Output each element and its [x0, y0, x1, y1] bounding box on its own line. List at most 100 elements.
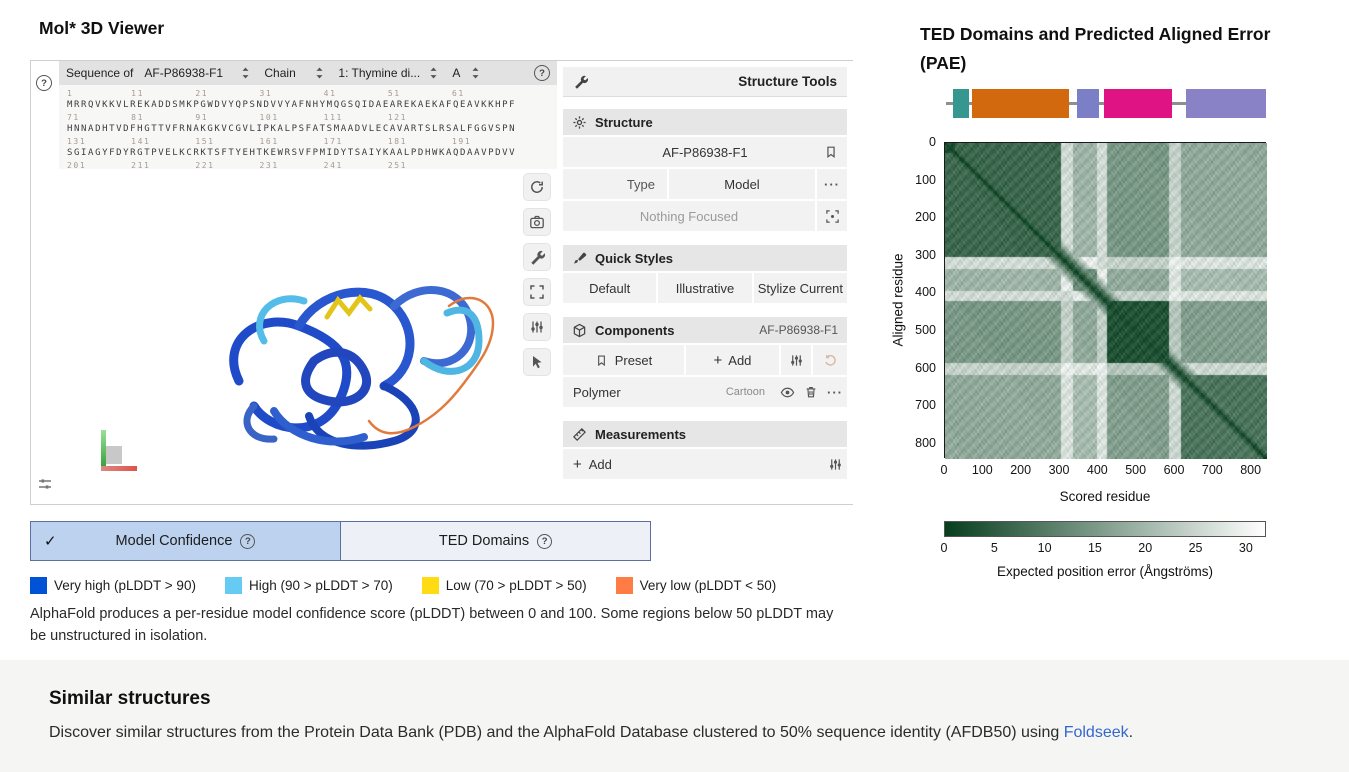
granularity-select[interactable]: Chain — [261, 63, 327, 83]
viewer-left-strip: ? — [31, 61, 59, 504]
pae-heatmap[interactable] — [944, 142, 1267, 459]
tab-model-confidence[interactable]: ✓ Model Confidence ? — [30, 521, 341, 561]
legend-item: High (90 > pLDDT > 70) — [224, 577, 393, 594]
entry-select[interactable]: AF-P86938-F1 — [141, 63, 253, 83]
structure-canvas[interactable] — [59, 169, 557, 504]
sequence-help-icon[interactable]: ? — [534, 65, 550, 81]
add-component-button[interactable]: + Add — [685, 345, 779, 375]
quick-styles-section-header[interactable]: Quick Styles — [563, 245, 847, 271]
colorbar-tick-label: 10 — [1037, 541, 1052, 555]
structure-section-header[interactable]: Structure — [563, 109, 847, 135]
viewer-help-icon[interactable]: ? — [36, 75, 52, 91]
representation-label: Cartoon — [725, 386, 765, 398]
colorbar-tick-label: 20 — [1138, 541, 1153, 555]
expand-icon[interactable] — [524, 279, 550, 305]
similar-structures-text: Discover similar structures from the Pro… — [49, 724, 1134, 741]
reset-camera-icon[interactable] — [524, 174, 550, 200]
quick-style-default-button[interactable]: Default — [563, 273, 657, 303]
sequence-residues[interactable]: SGIAGYFDYRGTPVELKCRKTSFTYEHTKEWRSVFPMIDY… — [67, 148, 517, 158]
viewport-controls — [524, 174, 550, 375]
settings-sliders-icon[interactable] — [524, 314, 550, 340]
preset-button[interactable]: Preset — [563, 345, 684, 375]
sequence-residues[interactable]: MRRQVKKVLREKADDSMKPGWDVYQPSNDVVYAFNHYMQG… — [67, 100, 517, 110]
focus-row: Nothing Focused — [563, 201, 847, 231]
entry-id[interactable]: AF-P86938-F1 — [563, 137, 847, 167]
domain-segment[interactable] — [1104, 89, 1172, 118]
measurements-section-header[interactable]: Measurements — [563, 421, 847, 447]
focus-target-icon[interactable] — [817, 201, 847, 231]
domain-segment[interactable] — [953, 89, 970, 118]
annotation-tabs: ✓ Model Confidence ? TED Domains ? — [30, 521, 651, 561]
protein-structure-render — [229, 286, 495, 450]
legend-swatch — [30, 577, 47, 594]
components-actions-row: Preset + Add — [563, 345, 847, 375]
ted-domains-help-icon[interactable]: ? — [537, 533, 553, 549]
legend-swatch — [615, 577, 633, 594]
sequence-residues[interactable]: HNNADHTVDFHGTTVFRNAKGKVCGVLIPKALPSFATSMA… — [67, 124, 517, 134]
x-tick-label: 200 — [1010, 463, 1032, 477]
foldseek-link[interactable]: Foldseek — [1063, 724, 1129, 741]
pae-y-axis-ticks: 0 100 200 300 400 500 600 700 800 — [896, 135, 936, 458]
selection-cursor-icon[interactable] — [524, 349, 550, 375]
y-tick-label: 300 — [915, 247, 936, 262]
polymer-cell[interactable]: Polymer Cartoon ··· — [563, 377, 847, 407]
pae-y-axis-label: Aligned residue — [890, 253, 906, 347]
sequence-numbers: 131 141 151 161 171 181 191 — [67, 137, 472, 146]
type-value-select[interactable]: Model — [669, 169, 815, 199]
history-undo-icon[interactable] — [813, 345, 847, 375]
sequence-panel[interactable]: 1 11 21 31 41 51 61 MRRQVKKVLREKADDSMKPGW… — [59, 85, 557, 169]
domain-segment[interactable] — [1076, 89, 1099, 118]
quick-style-illustrative-button[interactable]: Illustrative — [658, 273, 752, 303]
quick-style-stylize-current-button[interactable]: Stylize Current — [753, 273, 847, 303]
structure-tools-panel: Structure Tools Structure AF-P86938-F1 T… — [557, 61, 853, 504]
pae-x-axis-label: Scored residue — [1059, 489, 1151, 504]
pae-section-title: TED Domains and Predicted Aligned Error(… — [920, 24, 1271, 73]
layout-sliders-icon[interactable] — [37, 476, 53, 492]
sequence-numbers: 201 211 221 231 241 251 — [67, 161, 408, 169]
operator-select[interactable]: A — [449, 63, 483, 83]
colorbar-tick-label: 0 — [940, 541, 948, 555]
tab-label: TED Domains — [438, 533, 530, 549]
axes-cube — [104, 446, 122, 464]
polymer-label: Polymer — [573, 384, 621, 400]
legend-item: Very high (pLDDT > 90) — [30, 577, 196, 594]
legend-label: Very low (pLDDT < 50) — [639, 578, 777, 593]
y-tick-label: 200 — [915, 210, 936, 225]
ted-domain-track[interactable] — [944, 89, 1266, 118]
component-options-icon[interactable] — [781, 345, 811, 375]
x-tick-label: 800 — [1240, 463, 1262, 477]
updown-icon — [316, 67, 323, 79]
add-measurement-button[interactable]: + Add — [563, 449, 847, 479]
delete-trash-icon[interactable] — [799, 385, 823, 399]
structure-tools-header: Structure Tools — [563, 67, 847, 97]
x-tick-label: 500 — [1125, 463, 1147, 477]
plus-icon: + — [713, 351, 723, 369]
domain-segment[interactable] — [1185, 89, 1266, 118]
chain-select[interactable]: 1: Thymine di... — [335, 63, 441, 83]
brush-icon — [574, 252, 587, 264]
check-icon: ✓ — [44, 533, 57, 550]
sequence-numbers: 71 81 91 101 111 121 — [67, 113, 408, 122]
bookmark-icon[interactable] — [819, 137, 843, 167]
tools-wrench-icon[interactable] — [573, 74, 588, 89]
visibility-eye-icon[interactable] — [775, 385, 799, 400]
domain-segment[interactable] — [972, 89, 1070, 118]
y-tick-label: 100 — [915, 172, 936, 187]
model-confidence-help-icon[interactable]: ? — [240, 533, 256, 549]
controls-wrench-icon[interactable] — [524, 244, 550, 270]
colorbar-tick-label: 30 — [1238, 541, 1253, 555]
polymer-options-icon[interactable]: ··· — [827, 384, 843, 400]
components-section-header[interactable]: Components AF-P86938-F1 — [563, 317, 847, 343]
sequence-of-label: Sequence of — [66, 66, 134, 80]
plddt-legend: Very high (pLDDT > 90) High (90 > pLDDT >… — [30, 577, 776, 594]
polymer-component-row[interactable]: Polymer Cartoon ··· — [563, 377, 847, 407]
sequence-toolbar: Sequence of AF-P86938-F1 Chain 1: Thymin… — [59, 61, 557, 85]
axes-orientation-widget[interactable] — [99, 430, 143, 476]
screenshot-icon[interactable] — [524, 209, 550, 235]
type-options-icon[interactable]: ··· — [817, 169, 847, 199]
measurement-options-icon[interactable] — [823, 449, 847, 479]
x-tick-label: 100 — [971, 463, 993, 477]
updown-icon — [430, 67, 437, 79]
y-tick-label: 700 — [915, 398, 936, 413]
tab-ted-domains[interactable]: TED Domains ? — [341, 521, 651, 561]
